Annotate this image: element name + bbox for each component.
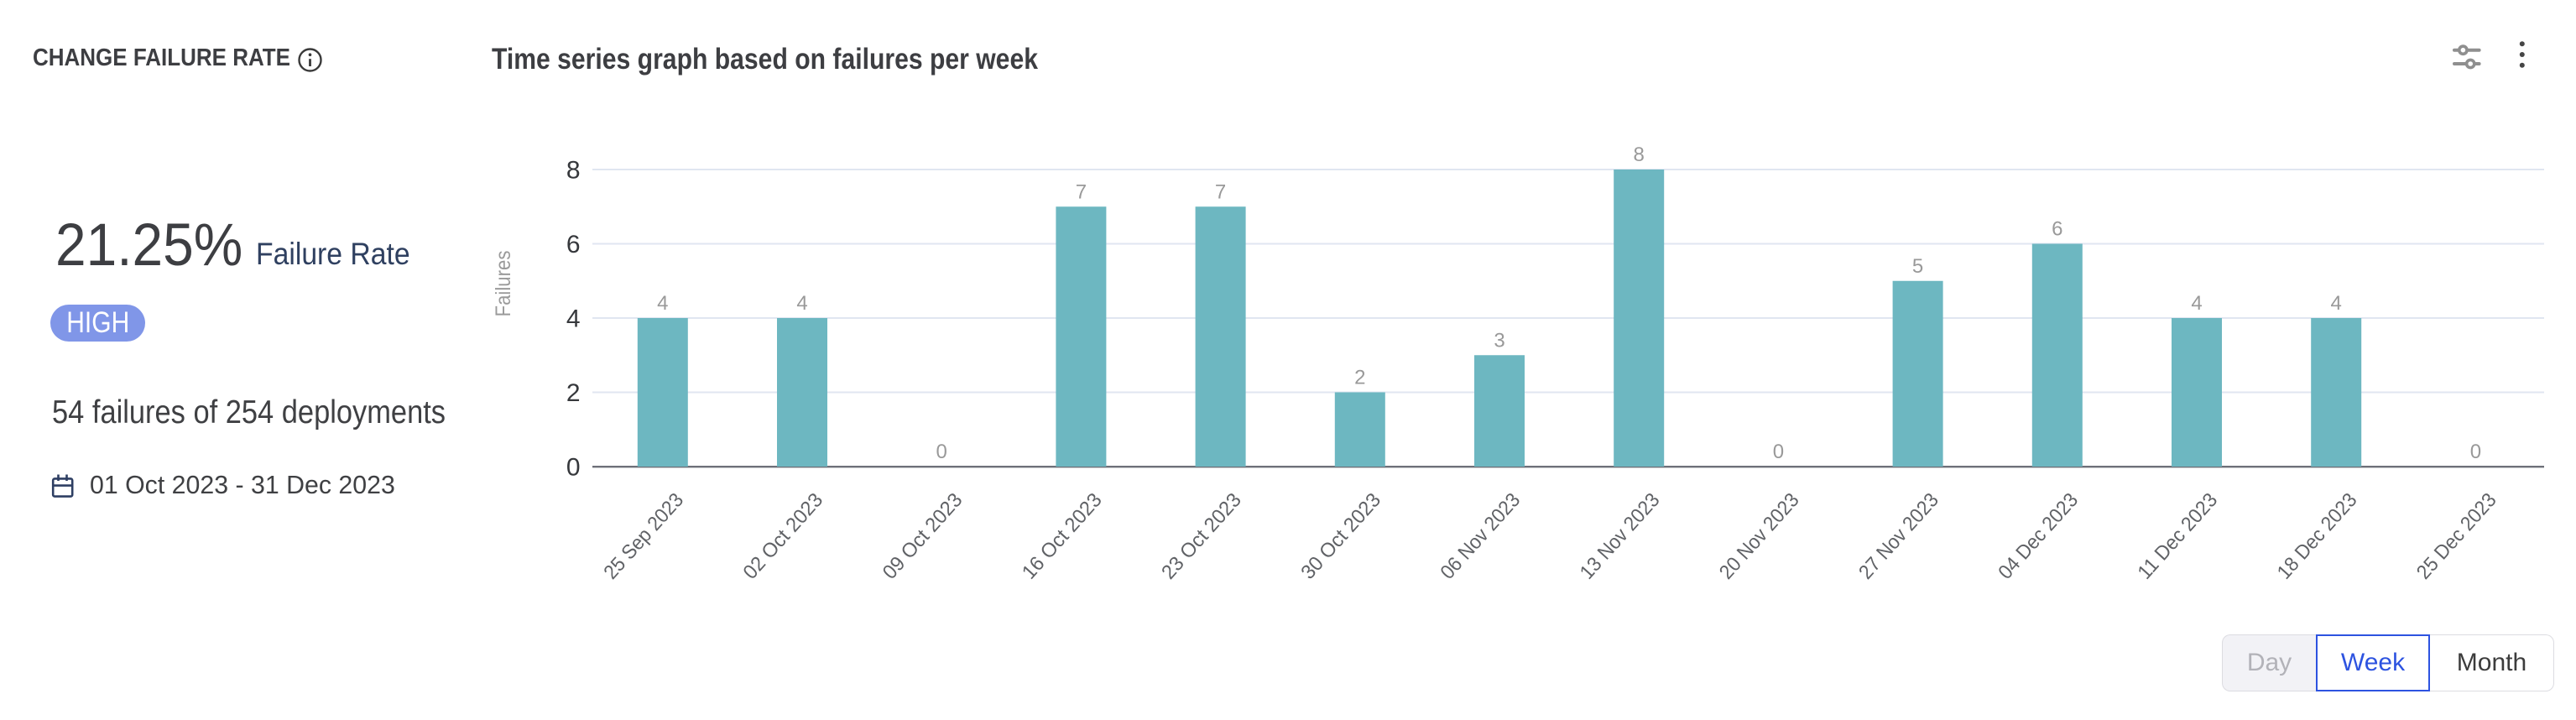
svg-text:04 Dec 2023: 04 Dec 2023 xyxy=(1994,488,2083,583)
svg-text:3: 3 xyxy=(1494,329,1504,352)
svg-text:7: 7 xyxy=(1076,180,1087,203)
svg-text:7: 7 xyxy=(1215,180,1226,203)
svg-text:4: 4 xyxy=(566,305,581,333)
svg-text:6: 6 xyxy=(2052,218,2062,241)
svg-text:16 Oct 2023: 16 Oct 2023 xyxy=(1018,488,1107,583)
svg-text:0: 0 xyxy=(2470,441,2481,463)
svg-text:4: 4 xyxy=(796,292,807,315)
svg-text:13 Nov 2023: 13 Nov 2023 xyxy=(1576,488,1665,583)
svg-text:5: 5 xyxy=(1912,255,1923,278)
svg-text:30 Oct 2023: 30 Oct 2023 xyxy=(1296,488,1385,583)
svg-text:23 Oct 2023: 23 Oct 2023 xyxy=(1157,488,1246,583)
svg-text:06 Nov 2023: 06 Nov 2023 xyxy=(1437,488,1525,583)
svg-text:0: 0 xyxy=(566,454,581,482)
svg-text:02 Oct 2023: 02 Oct 2023 xyxy=(739,488,828,583)
svg-text:4: 4 xyxy=(2191,292,2202,315)
svg-text:18 Dec 2023: 18 Dec 2023 xyxy=(2273,488,2362,583)
svg-text:2: 2 xyxy=(566,379,581,407)
svg-text:20 Nov 2023: 20 Nov 2023 xyxy=(1715,488,1804,583)
svg-text:6: 6 xyxy=(566,231,581,258)
svg-text:25 Dec 2023: 25 Dec 2023 xyxy=(2412,488,2501,583)
svg-text:4: 4 xyxy=(657,292,668,315)
svg-text:8: 8 xyxy=(566,157,581,185)
svg-text:0: 0 xyxy=(936,441,947,463)
svg-text:25 Sep 2023: 25 Sep 2023 xyxy=(599,488,688,583)
svg-text:Failures: Failures xyxy=(492,251,515,317)
svg-text:4: 4 xyxy=(2331,292,2342,315)
svg-text:8: 8 xyxy=(1634,143,1645,166)
svg-text:2: 2 xyxy=(1354,367,1365,389)
svg-text:27 Nov 2023: 27 Nov 2023 xyxy=(1854,488,1943,583)
svg-text:11 Dec 2023: 11 Dec 2023 xyxy=(2134,488,2223,583)
svg-text:09 Oct 2023: 09 Oct 2023 xyxy=(879,488,967,583)
svg-text:0: 0 xyxy=(1773,441,1784,463)
